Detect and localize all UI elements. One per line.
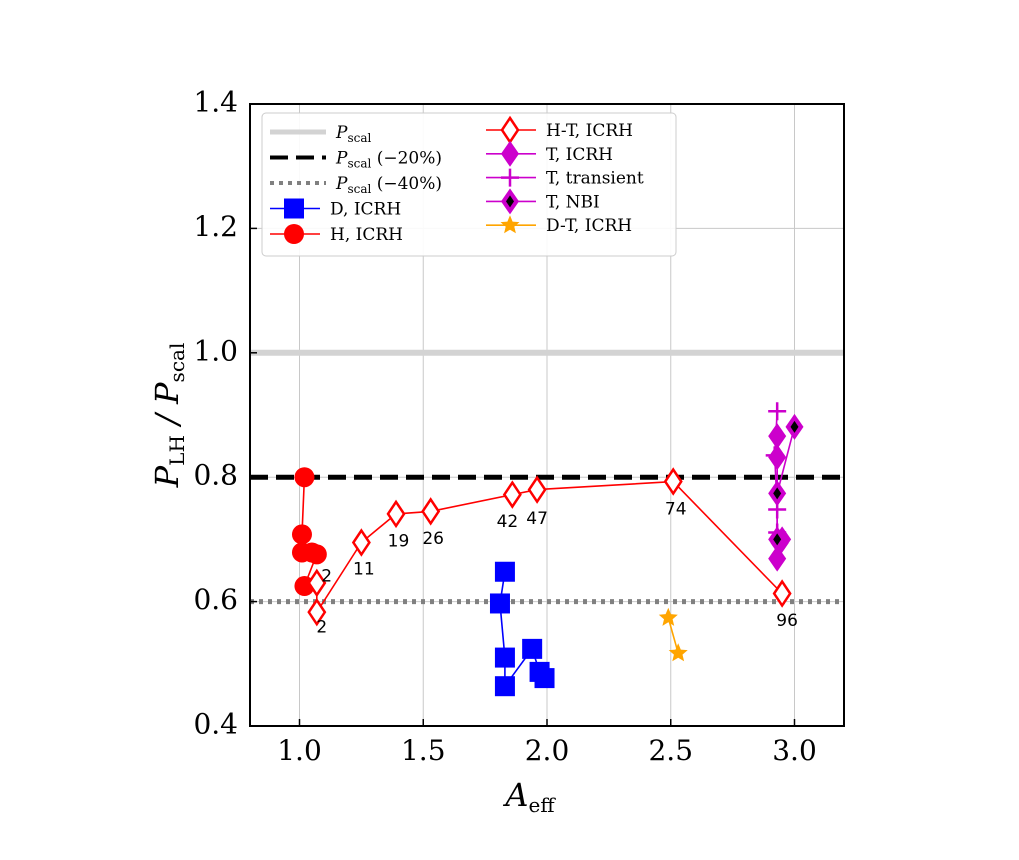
point-h-t-icrh-7 [527, 475, 547, 504]
point-d-t-icrh-1 [658, 607, 678, 626]
legend-label: Pscal (−40%) [335, 174, 442, 196]
point-h-t-icrh-2 [307, 597, 327, 627]
axis-ticks: 1.0 1.5 2.0 2.5 3.0 0.4 0.6 0.8 1.0 1.2 1.4 [193, 86, 816, 768]
annotation-4: 19 [388, 531, 410, 551]
point-t-transient-2 [765, 446, 784, 465]
point-h-t-icrh-3 [351, 528, 371, 557]
annotation-5: 26 [422, 529, 444, 549]
legend-label: H, ICRH [330, 225, 403, 245]
legend-label: H-T, ICRH [546, 121, 633, 141]
x-tick-label: 2.0 [525, 734, 570, 767]
y-axis-title: PLH / Pscal [148, 343, 189, 489]
point-d-t-icrh-2 [668, 643, 688, 662]
reference-lines [250, 349, 844, 605]
legend-marker [501, 140, 519, 167]
annotation-9: 96 [776, 611, 798, 631]
annotation-2: 2 [316, 618, 327, 638]
point-h-t-icrh-6 [502, 480, 522, 509]
data-series [291, 402, 804, 697]
point-h-t-icrh-1 [307, 568, 327, 598]
point-h-t-icrh-9 [772, 579, 792, 608]
point-h-icrh-2 [291, 524, 312, 545]
point-t-transient-1 [768, 402, 787, 421]
point-t-nbi-3 [785, 413, 804, 440]
legend-entry-t-icrh: T, ICRH [486, 140, 613, 167]
legend-marker [500, 215, 520, 234]
legend-marker [284, 198, 304, 219]
x-tick-label: 1.5 [401, 734, 446, 767]
series-t-nbi [768, 413, 804, 553]
legend-label: D-T, ICRH [546, 216, 632, 236]
x-tick-label: 3.0 [772, 734, 817, 767]
legend-entry-d-t-icrh: D-T, ICRH [486, 215, 632, 236]
series-h-icrh [291, 467, 327, 597]
point-h-t-icrh-5 [421, 497, 441, 526]
point-d-icrh-7 [534, 668, 555, 689]
point-t-icrh-1 [768, 423, 787, 450]
legend-label: Pscal [335, 123, 371, 145]
annotation-1: 2 [321, 567, 332, 587]
y-tick-label: 1.2 [193, 210, 238, 243]
y-tick-label: 1.0 [193, 334, 238, 367]
point-h-icrh-5 [306, 544, 327, 565]
legend-entry-h-t-icrh: H-T, ICRH [486, 115, 633, 145]
annotation-3: 11 [353, 559, 375, 579]
legend-entry-h-icrh: H, ICRH [270, 224, 403, 245]
annotation-7: 47 [526, 509, 548, 529]
series-d-icrh [489, 561, 555, 697]
legend-entry-ref-40: Pscal (−40%) [270, 174, 442, 196]
series-d-t-icrh [658, 607, 688, 662]
annotation-8: 74 [665, 500, 687, 520]
y-tick-label: 0.6 [193, 583, 238, 616]
legend-label: T, transient [546, 169, 644, 189]
point-t-nbi-1 [768, 526, 787, 553]
point-annotations: 2 2 11 19 26 42 47 74 96 [316, 500, 798, 638]
point-h-t-icrh-4 [386, 499, 406, 529]
y-tick-label: 0.8 [193, 459, 238, 492]
x-axis-title: Aeff [502, 776, 556, 817]
point-d-icrh-5 [522, 638, 543, 659]
series-h-t-icrh [307, 467, 792, 627]
point-d-icrh-3 [494, 647, 515, 668]
y-tick-label: 0.4 [193, 708, 238, 741]
legend-entry-t-transient: T, transient [486, 168, 644, 189]
legend-entry-ref-scal: Pscal [270, 123, 371, 145]
legend-label: Pscal (−20%) [335, 149, 442, 171]
point-h-icrh-1 [294, 467, 315, 488]
legend-label: D, ICRH [330, 200, 401, 220]
x-tick-label: 1.0 [277, 734, 322, 767]
legend: Pscal Pscal (−20%) Pscal (−40%) D, ICRH H, I… [261, 112, 677, 257]
point-t-icrh-2 [768, 444, 787, 471]
legend-entry-ref-20: Pscal (−20%) [270, 149, 442, 171]
point-t-nbi-2 [768, 480, 787, 507]
legend-marker [501, 168, 519, 187]
point-d-icrh-4 [494, 676, 515, 697]
legend-entry-d-icrh: D, ICRH [270, 198, 401, 220]
point-d-icrh-1 [494, 561, 515, 582]
point-h-t-icrh-8 [663, 467, 683, 496]
legend-label: T, NBI [546, 192, 600, 212]
point-d-icrh-2 [489, 593, 510, 614]
legend-entry-t-nbi: T, NBI [486, 188, 600, 215]
legend-box [261, 112, 677, 257]
x-tick-label: 2.5 [648, 734, 693, 767]
annotation-6: 42 [497, 512, 519, 532]
legend-marker [284, 224, 304, 244]
y-tick-label: 1.4 [193, 86, 238, 119]
legend-label: T, ICRH [546, 145, 613, 165]
legend-marker [501, 188, 519, 215]
